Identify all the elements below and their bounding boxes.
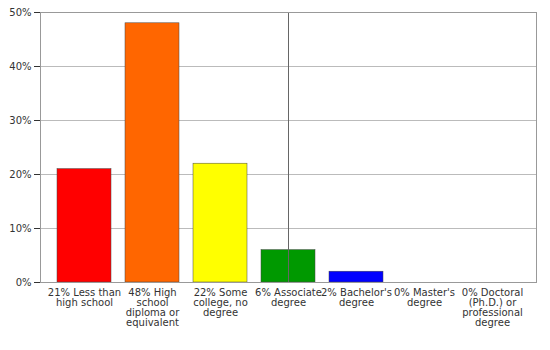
svg-text:0% Master'sdegree: 0% Master'sdegree <box>394 287 455 308</box>
svg-text:22% Somecollege, nodegree: 22% Somecollege, nodegree <box>193 287 248 318</box>
svg-text:30%: 30% <box>9 115 31 126</box>
svg-text:2% Bachelor'sdegree: 2% Bachelor'sdegree <box>321 287 392 308</box>
svg-text:50%: 50% <box>9 7 31 18</box>
svg-text:48% Highschooldiploma orequiva: 48% Highschooldiploma orequivalent <box>126 287 181 328</box>
svg-text:21% Less thanhigh school: 21% Less thanhigh school <box>48 287 121 308</box>
svg-text:20%: 20% <box>9 169 31 180</box>
svg-text:0% Doctoral(Ph.D.) orprofessio: 0% Doctoral(Ph.D.) orprofessionaldegree <box>462 287 523 328</box>
svg-text:10%: 10% <box>9 223 31 234</box>
svg-text:0%: 0% <box>16 277 32 288</box>
svg-text:6% Associatedegree: 6% Associatedegree <box>255 287 322 308</box>
svg-text:40%: 40% <box>9 61 31 72</box>
